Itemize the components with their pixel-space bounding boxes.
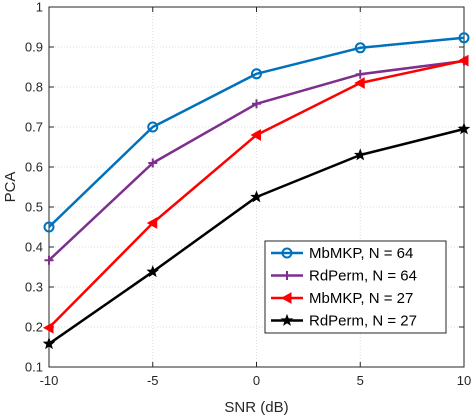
data-point-triangle <box>250 129 261 141</box>
y-tick-label: 0.1 <box>25 360 43 375</box>
y-tick-label: 0.4 <box>25 240 43 255</box>
data-point-star <box>457 122 471 135</box>
legend: MbMKP, N = 64 RdPerm, N = 64 MbMKP, N = 27… <box>264 240 447 334</box>
x-tick-label: 10 <box>457 373 471 388</box>
x-tick-label: 5 <box>357 373 364 388</box>
y-tick-label: 0.7 <box>25 120 43 135</box>
x-axis-title: SNR (dB) <box>224 399 288 416</box>
data-point-circle <box>147 121 159 133</box>
series-4 <box>42 122 471 350</box>
axes: -10 -5 0 5 10 0.1 0.2 0.3 0.4 0.5 0.6 0.7 0.8 0.9 1 <box>25 0 471 388</box>
y-tick-label: 1 <box>36 0 43 15</box>
data-point-triangle <box>354 77 365 89</box>
data-point-plus <box>355 69 365 79</box>
series-layer <box>42 32 471 350</box>
data-point-star <box>250 190 263 203</box>
legend-label: MbMKP, N = 64 <box>309 245 413 262</box>
data-point-star <box>353 148 367 161</box>
data-point-triangle <box>280 292 292 304</box>
x-tick-label: 0 <box>253 373 260 388</box>
series-line <box>48 36 465 228</box>
data-point-triangle <box>42 321 54 334</box>
data-point-plus <box>44 255 54 265</box>
y-tick-label: 0.8 <box>25 80 43 95</box>
y-axis-title: PCA <box>2 172 19 203</box>
series-3 <box>42 54 469 334</box>
data-point-circle <box>354 42 366 54</box>
data-point-circle <box>43 221 55 233</box>
data-point-plus <box>148 158 158 168</box>
series-1 <box>43 32 470 233</box>
y-tick-label: 0.6 <box>25 160 43 175</box>
y-tick-label: 0.2 <box>25 320 43 335</box>
legend-item: RdPerm, N = 64 <box>271 268 417 285</box>
legend-box <box>264 240 447 334</box>
y-tick-label: 0.5 <box>25 200 43 215</box>
legend-item: MbMKP, N = 64 <box>271 245 413 262</box>
legend-item: MbMKP, N = 27 <box>271 290 413 307</box>
data-point-plus <box>252 99 261 109</box>
legend-label: RdPerm, N = 64 <box>309 268 417 285</box>
data-point-circle <box>458 32 470 44</box>
data-point-triangle <box>457 54 469 67</box>
data-point-star <box>146 265 160 278</box>
x-tick-label: -5 <box>147 373 159 388</box>
data-point-star <box>42 337 56 350</box>
data-point-triangle <box>146 217 158 229</box>
y-tick-label: 0.9 <box>25 40 43 55</box>
plot-frame <box>48 6 465 368</box>
data-point-circle <box>251 68 262 80</box>
x-tick-label: -10 <box>40 373 59 388</box>
data-point-circle <box>281 247 293 259</box>
data-point-plus <box>282 271 292 280</box>
legend-item: RdPerm, N = 27 <box>271 313 417 330</box>
data-point-star <box>280 313 294 326</box>
legend-label: RdPerm, N = 27 <box>309 313 417 330</box>
y-tick-label: 0.3 <box>25 280 43 295</box>
legend-label: MbMKP, N = 27 <box>309 290 413 307</box>
